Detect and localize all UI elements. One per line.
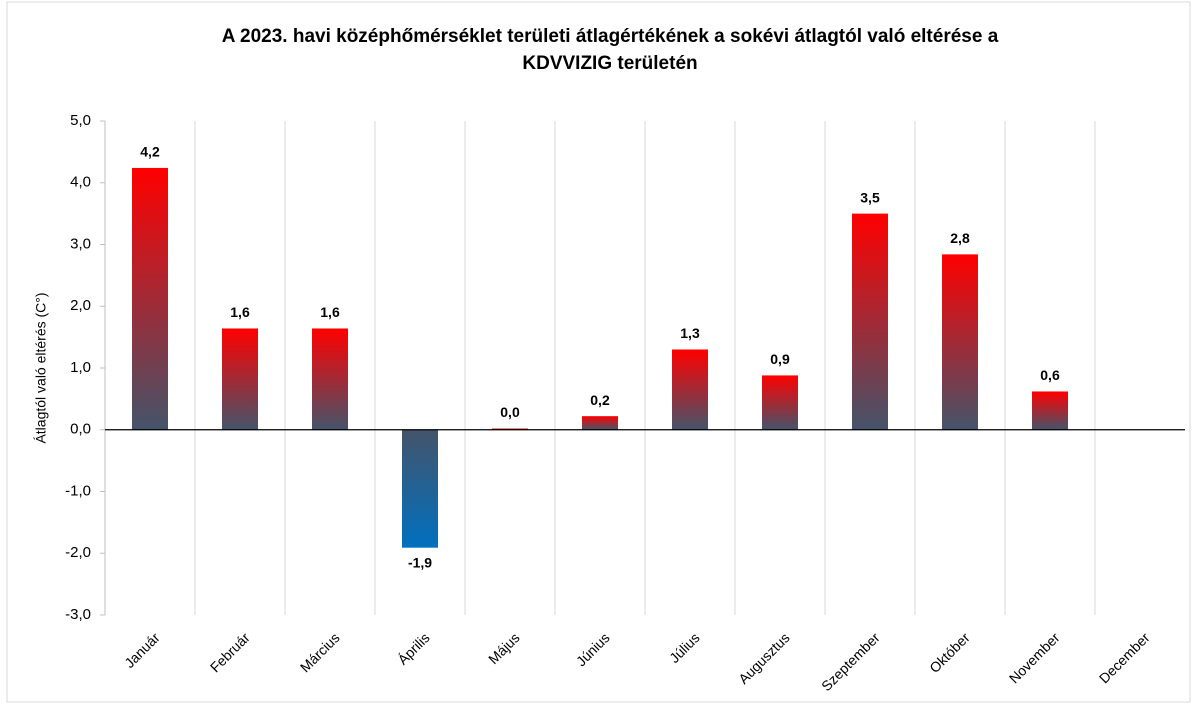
bar: [402, 429, 438, 548]
y-tick-label: 1,0: [70, 359, 91, 376]
data-label: 1,3: [680, 325, 700, 341]
bar: [492, 428, 528, 430]
bar: [132, 167, 168, 430]
data-label: 3,5: [860, 189, 880, 205]
y-tick-label: 3,0: [70, 235, 91, 252]
y-tick-label: -3,0: [65, 606, 91, 623]
data-label: 1,6: [230, 304, 250, 320]
bar: [582, 416, 618, 430]
bar: [852, 213, 888, 430]
y-tick-label: 2,0: [70, 297, 91, 314]
data-label: 0,0: [500, 404, 520, 420]
bar: [942, 254, 978, 430]
bar: [762, 375, 798, 430]
chart-title: KDVVIZIG területén: [522, 53, 697, 74]
y-tick-label: 0,0: [70, 421, 91, 438]
data-label: -1,9: [408, 554, 432, 570]
bar: [312, 328, 348, 430]
data-label: 0,6: [1040, 367, 1060, 383]
data-label: 4,2: [140, 144, 160, 160]
y-tick-label: 4,0: [70, 174, 91, 191]
y-tick-label: -2,0: [65, 544, 91, 561]
y-axis-label: Átlagtól való eltérés (C°): [33, 292, 49, 443]
data-label: 0,9: [770, 351, 790, 367]
bar: [672, 349, 708, 430]
y-tick-label: -1,0: [65, 482, 91, 499]
data-label: 1,6: [320, 304, 340, 320]
y-tick-label: 5,0: [70, 112, 91, 129]
bar: [1032, 391, 1068, 430]
chart-border: [6, 1, 1191, 703]
data-label: 2,8: [950, 230, 970, 246]
bar: [222, 328, 258, 430]
data-label: 0,2: [590, 392, 610, 408]
chart-title: A 2023. havi középhőmérséklet területi á…: [222, 26, 999, 47]
